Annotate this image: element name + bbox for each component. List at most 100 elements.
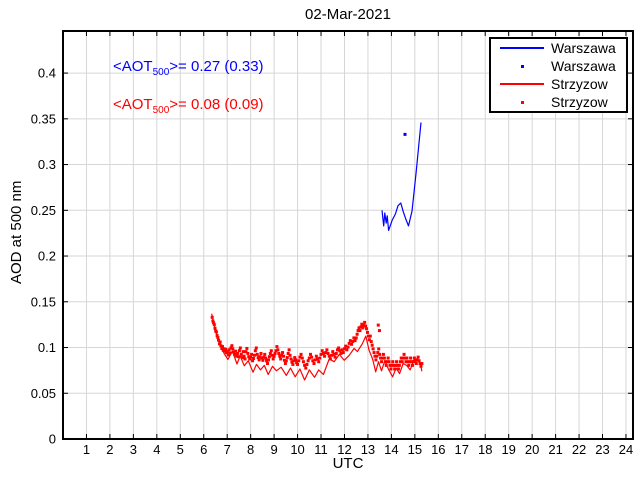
series-dot-strzyzow xyxy=(354,336,358,340)
series-dot-strzyzow xyxy=(339,351,343,355)
series-dot-strzyzow xyxy=(393,367,397,371)
x-tick-label: 16 xyxy=(431,442,445,457)
series-dot-strzyzow xyxy=(232,350,236,354)
annotation-text-pre: <AOT xyxy=(113,96,153,113)
series-dot-strzyzow xyxy=(420,362,424,366)
axes-box xyxy=(62,30,634,440)
series-dot-strzyzow xyxy=(285,356,289,360)
series-dot-strzyzow xyxy=(389,367,393,371)
series-dot-strzyzow xyxy=(408,360,412,364)
series-dot-strzyzow xyxy=(325,348,329,352)
legend: Warszawa Warszawa Strzyzow Strzyzow xyxy=(489,37,628,113)
series-dot-strzyzow xyxy=(370,343,374,347)
series-dot-strzyzow xyxy=(288,353,292,357)
series-dot-strzyzow xyxy=(353,339,357,343)
y-tick-label: 0.1 xyxy=(38,340,56,355)
series-dot-strzyzow xyxy=(417,359,421,363)
series-dot-strzyzow xyxy=(410,360,414,364)
series-dot-strzyzow xyxy=(334,351,338,355)
series-dot-strzyzow xyxy=(412,356,416,360)
series-dot-strzyzow xyxy=(398,360,402,364)
series-dot-strzyzow xyxy=(212,323,216,327)
series-dot-strzyzow xyxy=(219,344,223,348)
y-tick-label: 0.05 xyxy=(31,386,56,401)
series-dot-strzyzow xyxy=(276,348,280,352)
series-dot-strzyzow xyxy=(280,353,284,357)
legend-item-strzyzow-line: Strzyzow xyxy=(491,75,626,93)
series-dot-strzyzow xyxy=(384,363,388,367)
series-dot-strzyzow xyxy=(388,363,392,367)
series-dot-strzyzow xyxy=(262,355,266,359)
series-dot-strzyzow xyxy=(352,336,356,340)
x-tick-label: 20 xyxy=(525,442,539,457)
series-dot-strzyzow xyxy=(367,338,371,342)
series-dot-strzyzow xyxy=(264,356,268,360)
series-dot-strzyzow xyxy=(215,334,219,338)
series-line-warszawa xyxy=(381,122,422,231)
series-dot-strzyzow xyxy=(312,362,316,366)
series-dot-strzyzow xyxy=(399,356,403,360)
series-dot-strzyzow xyxy=(342,347,346,351)
series-dot-strzyzow xyxy=(249,355,253,359)
series-dot-strzyzow xyxy=(307,356,311,360)
x-tick-label: 14 xyxy=(384,442,398,457)
series-dot-strzyzow xyxy=(377,347,381,351)
series-dot-strzyzow xyxy=(214,330,218,334)
series-dot-strzyzow xyxy=(226,353,230,357)
series-dot-strzyzow xyxy=(380,360,384,364)
series-dot-strzyzow xyxy=(386,356,390,360)
series-dot-strzyzow xyxy=(407,363,411,367)
y-tick-label: 0.4 xyxy=(38,66,56,81)
series-dot-strzyzow xyxy=(292,359,296,363)
series-dot-strzyzow xyxy=(310,355,314,359)
series-dot-strzyzow xyxy=(287,348,291,352)
series-dot-strzyzow xyxy=(313,358,317,362)
series-dot-strzyzow xyxy=(283,362,287,366)
series-dot-strzyzow xyxy=(250,352,254,356)
series-dot-strzyzow xyxy=(218,340,222,344)
series-dot-strzyzow xyxy=(235,354,239,358)
series-dot-strzyzow xyxy=(395,360,399,364)
series-dot-strzyzow xyxy=(338,349,342,353)
series-dot-strzyzow xyxy=(363,320,367,324)
series-dot-strzyzow xyxy=(411,360,415,364)
series-dot-strzyzow xyxy=(323,354,327,358)
annotation-text-value: >= 0.08 (0.09) xyxy=(169,96,264,113)
legend-dot-sample xyxy=(499,100,545,104)
series-dot-strzyzow xyxy=(383,360,387,364)
x-tick-label: 8 xyxy=(247,442,254,457)
series-dot-strzyzow xyxy=(331,350,335,354)
series-dot-strzyzow xyxy=(236,351,240,355)
series-dot-strzyzow xyxy=(371,347,375,351)
x-tick-label: 21 xyxy=(548,442,562,457)
series-dot-strzyzow xyxy=(233,352,237,356)
series-dot-strzyzow xyxy=(337,346,341,350)
annotation-warszawa-mean: <AOT500>= 0.27 (0.33) xyxy=(113,58,264,78)
x-tick-label: 9 xyxy=(270,442,277,457)
y-tick-label: 0.3 xyxy=(38,157,56,172)
series-dot-strzyzow xyxy=(296,362,300,366)
series-dot-strzyzow xyxy=(360,322,364,326)
series-line-strzyzow xyxy=(211,313,423,381)
series-dot-strzyzow xyxy=(347,341,351,345)
series-dot-strzyzow xyxy=(418,362,422,366)
series-dot-strzyzow xyxy=(273,351,277,355)
series-dot-strzyzow xyxy=(405,356,409,360)
series-dot-strzyzow xyxy=(255,352,259,356)
series-dot-strzyzow xyxy=(224,347,228,351)
annotation-text-pre: <AOT xyxy=(113,58,153,75)
series-dot-strzyzow xyxy=(211,319,215,323)
series-dot-strzyzow xyxy=(374,358,378,362)
series-dot-strzyzow xyxy=(404,360,408,364)
x-tick-label: 4 xyxy=(153,442,160,457)
series-dot-strzyzow xyxy=(258,355,262,359)
legend-label: Strzyzow xyxy=(551,76,608,92)
series-dot-strzyzow xyxy=(253,349,257,353)
series-dot-strzyzow xyxy=(217,338,221,342)
legend-dot-sample xyxy=(499,64,545,68)
series-dot-strzyzow xyxy=(380,356,384,360)
x-tick-label: 13 xyxy=(361,442,375,457)
series-dot-strzyzow xyxy=(369,340,373,344)
series-dot-strzyzow xyxy=(305,362,309,366)
series-dot-strzyzow xyxy=(330,353,334,357)
